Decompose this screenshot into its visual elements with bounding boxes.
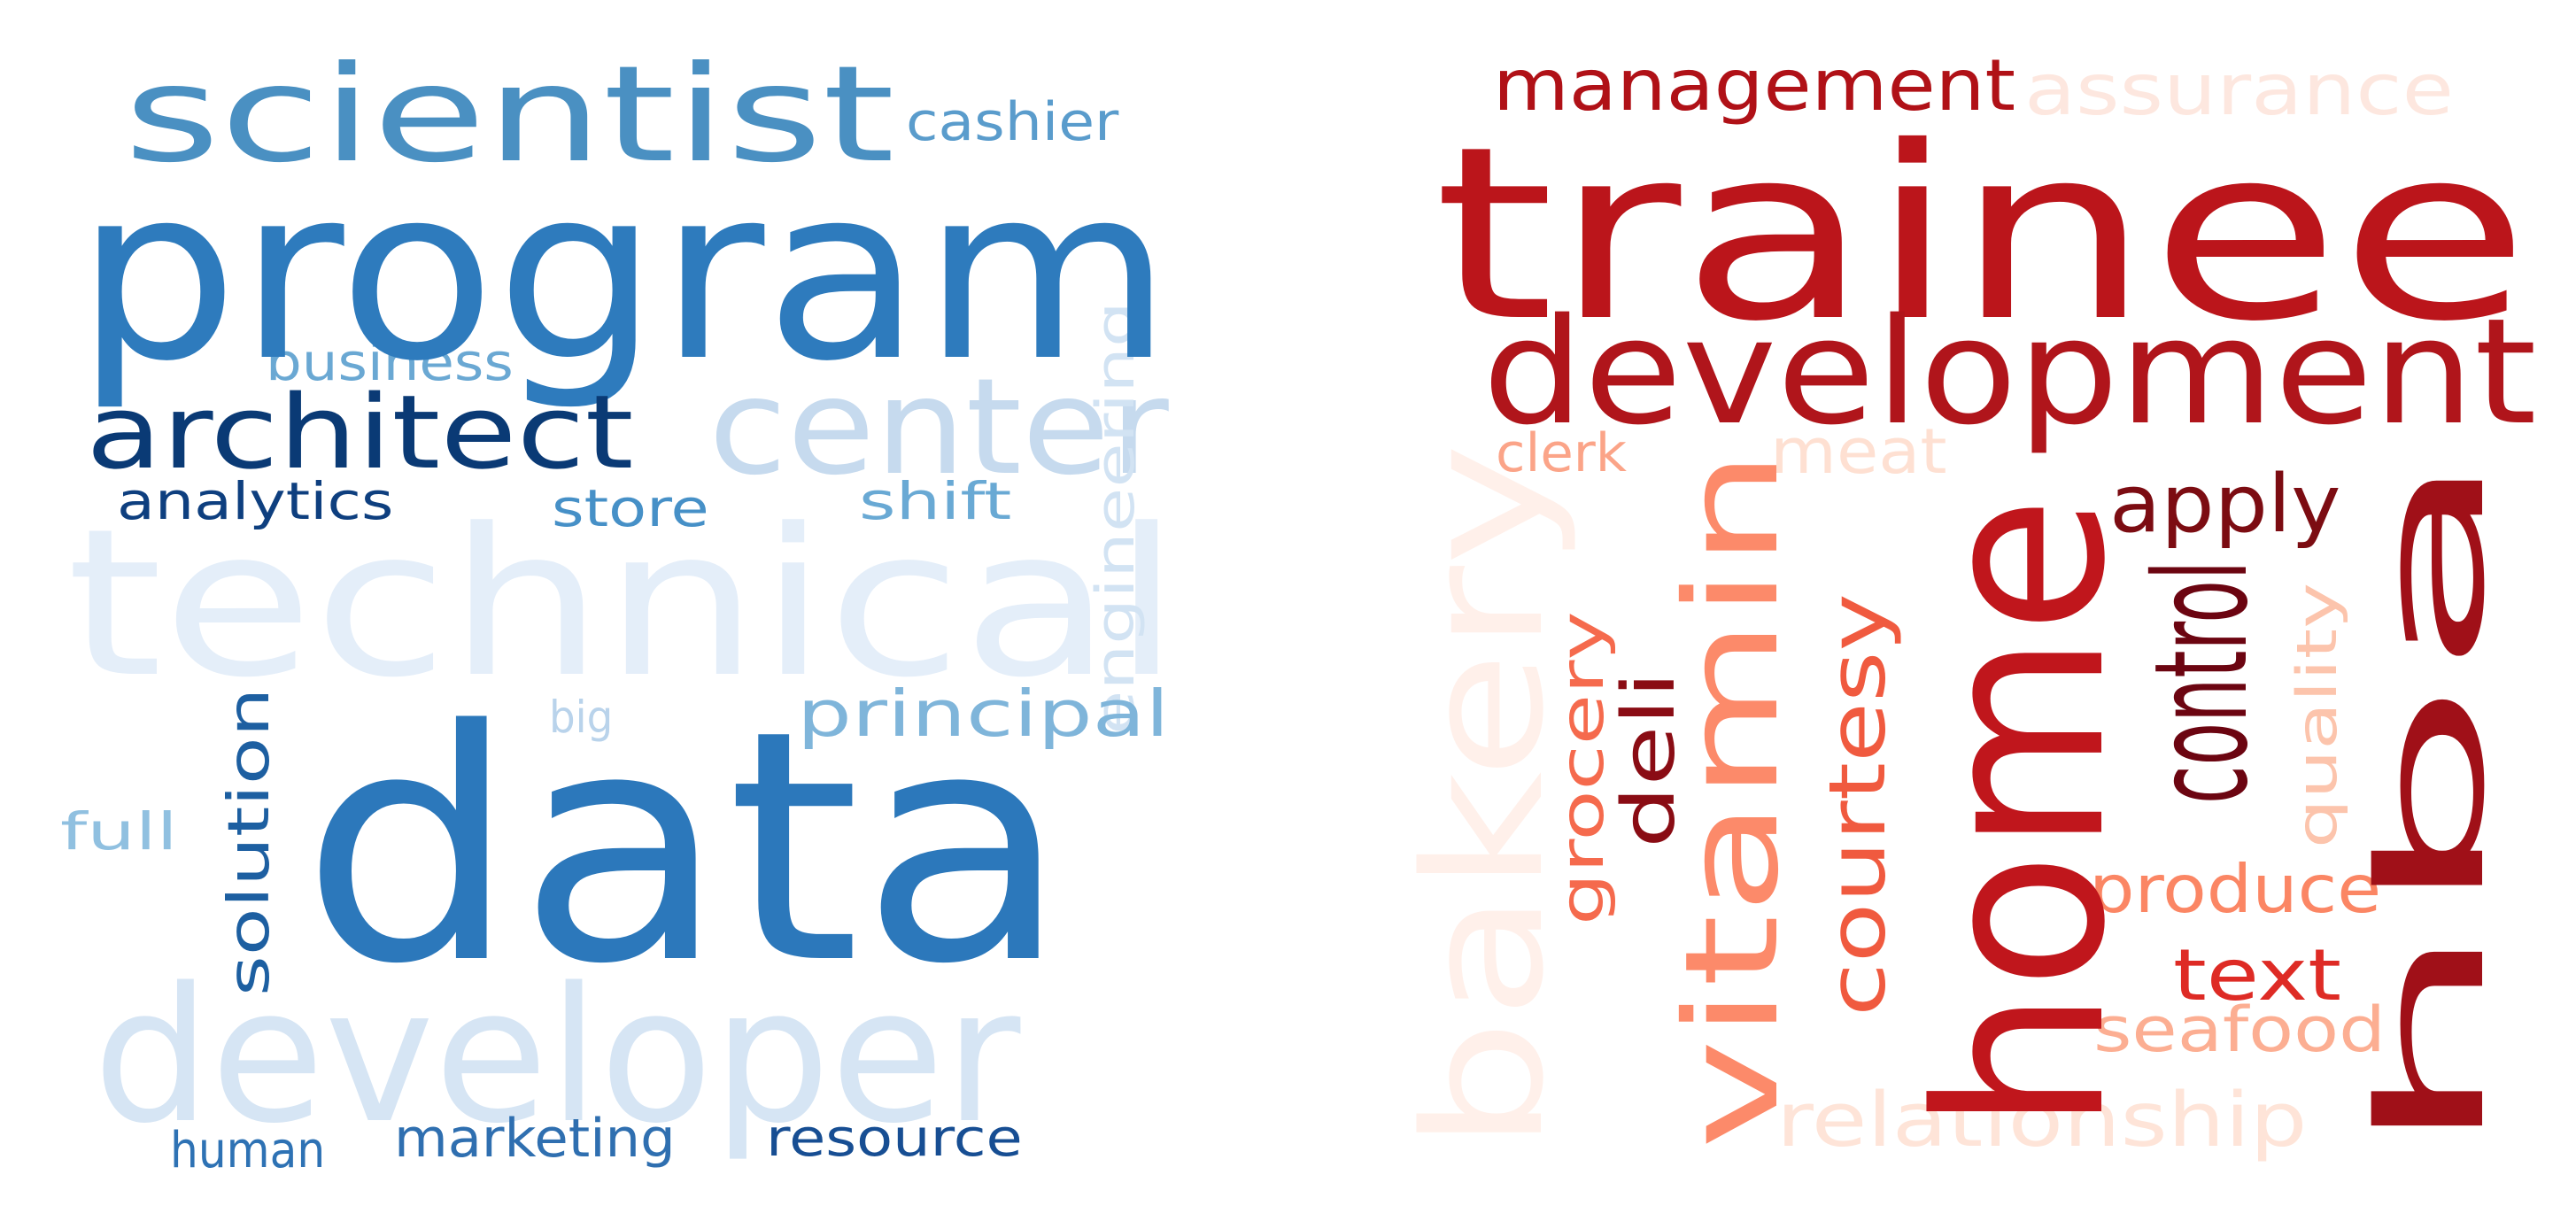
word-courtesy: courtesy <box>1812 593 1903 1016</box>
word-relationship: relationship <box>1776 1077 2308 1164</box>
word-business: business <box>266 332 514 392</box>
word-cloud-right: bakery assurance meat relationship quali… <box>1288 0 2576 1229</box>
word-cloud-left: technical developer center engineering b… <box>60 38 1181 1179</box>
word-produce: produce <box>2089 850 2382 928</box>
word-architect: architect <box>86 374 634 492</box>
word-analytics: analytics <box>117 471 394 531</box>
word-center: center <box>708 351 1169 505</box>
word-management: management <box>1493 44 2016 127</box>
word-seafood: seafood <box>2093 993 2386 1066</box>
word-home: home <box>1889 496 2156 1132</box>
word-grocery: grocery <box>1548 611 1618 925</box>
word-development: development <box>1482 287 2537 457</box>
word-bakery: bakery <box>1389 443 1580 1151</box>
word-store: store <box>552 478 709 538</box>
word-scientist: scientist <box>124 38 895 192</box>
word-text: text <box>2173 934 2341 1016</box>
word-program: program <box>75 135 1172 414</box>
word-technical: technical <box>66 486 1181 723</box>
word-big: big <box>549 692 614 743</box>
word-quality: quality <box>2285 582 2349 848</box>
word-human: human <box>170 1122 326 1179</box>
word-marketing: marketing <box>394 1108 676 1170</box>
word-shift: shift <box>859 471 1012 531</box>
word-hba: control <box>2127 560 2277 804</box>
word-apply: apply <box>2109 458 2341 551</box>
word-solution: solution <box>217 687 282 996</box>
word-full: full <box>60 801 178 862</box>
word-deli: deli <box>1607 670 1691 848</box>
word-meat: meat <box>1770 415 1947 488</box>
word-resource: resource <box>766 1108 1023 1168</box>
word-principal: principal <box>797 676 1170 751</box>
word-control: hba <box>2347 445 2517 1161</box>
word-assurance: assurance <box>2024 49 2454 131</box>
word-clerk: clerk <box>1496 422 1628 484</box>
word-developer: developer <box>93 947 1021 1164</box>
word-trainee: trainee <box>1434 95 2530 374</box>
word-data: data <box>301 662 1070 1033</box>
word-cashier: cashier <box>906 91 1119 153</box>
